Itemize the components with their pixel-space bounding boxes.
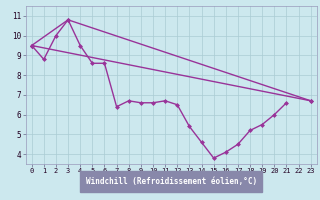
X-axis label: Windchill (Refroidissement éolien,°C): Windchill (Refroidissement éolien,°C)	[86, 177, 257, 186]
